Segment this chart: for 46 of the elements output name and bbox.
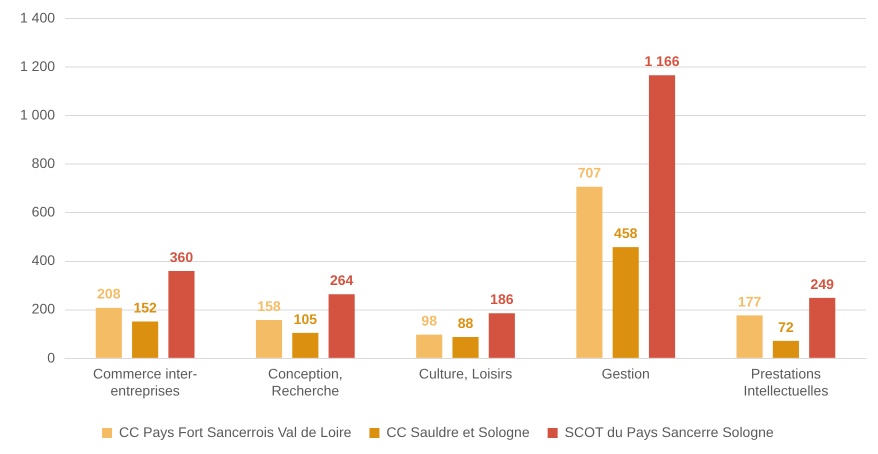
bar bbox=[132, 321, 158, 358]
bar bbox=[612, 247, 639, 358]
data-label: 707 bbox=[578, 164, 602, 181]
data-label: 264 bbox=[330, 272, 354, 288]
data-label: 72 bbox=[778, 318, 794, 335]
bar bbox=[488, 313, 515, 358]
data-label: 152 bbox=[133, 299, 158, 316]
x-tick-label: Gestion bbox=[602, 366, 650, 382]
y-tick-label: 1 200 bbox=[20, 58, 56, 74]
bar bbox=[256, 320, 282, 358]
data-label: 158 bbox=[257, 298, 281, 314]
y-tick-label: 1 000 bbox=[20, 106, 56, 122]
bar bbox=[96, 308, 122, 358]
data-label: 360 bbox=[170, 248, 194, 265]
bar bbox=[648, 75, 676, 358]
bar bbox=[809, 298, 836, 358]
data-label: 249 bbox=[810, 276, 834, 292]
bar bbox=[416, 334, 442, 358]
y-tick-label: 1 400 bbox=[20, 9, 56, 26]
data-label: 186 bbox=[490, 291, 514, 308]
data-label: 98 bbox=[421, 312, 438, 328]
bar bbox=[772, 340, 799, 358]
x-tick-label: Conception, Recherche bbox=[268, 366, 343, 398]
bar bbox=[452, 337, 479, 358]
bar bbox=[576, 186, 602, 358]
data-label: 458 bbox=[614, 225, 638, 242]
y-tick-label: 600 bbox=[32, 204, 56, 220]
data-label: 105 bbox=[294, 310, 318, 327]
y-tick-label: 200 bbox=[32, 300, 56, 317]
x-tick-label: Commerce inter-entreprises bbox=[93, 366, 198, 398]
y-tick-label: 0 bbox=[47, 349, 56, 366]
bar bbox=[292, 332, 318, 358]
bar bbox=[168, 270, 195, 358]
x-tick-label: Prestations Intellectuelles bbox=[743, 366, 828, 398]
y-tick-label: 800 bbox=[32, 154, 56, 171]
x-tick-label: Culture, Loisirs bbox=[418, 366, 512, 382]
data-label: 177 bbox=[738, 293, 762, 310]
legend-label: CC Sauldre et Sologne bbox=[386, 424, 530, 440]
bar bbox=[328, 294, 355, 358]
y-tick-label: 400 bbox=[32, 252, 56, 268]
bar bbox=[736, 315, 763, 358]
legend-label: SCOT du Pays Sancerre Sologne bbox=[564, 424, 774, 440]
legend-label: CC Pays Fort Sancerrois Val de Loire bbox=[119, 424, 352, 440]
data-label: 208 bbox=[97, 286, 121, 302]
data-label: 1 166 bbox=[644, 53, 680, 70]
data-label: 88 bbox=[458, 314, 474, 331]
